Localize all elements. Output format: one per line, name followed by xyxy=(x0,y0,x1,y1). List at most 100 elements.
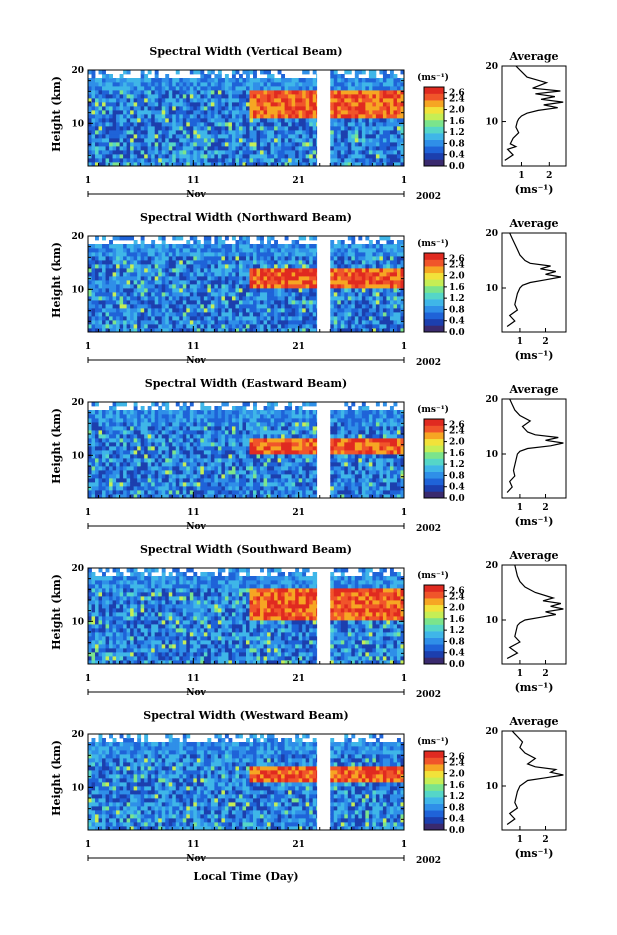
profile-frame xyxy=(502,399,566,498)
colorbar-tick-label: 2.0 xyxy=(449,438,465,448)
profile-y-tick-label: 20 xyxy=(485,395,498,405)
colorbar-swatch xyxy=(424,127,444,134)
heatmap-field xyxy=(88,402,404,498)
x-tick-label: 21 xyxy=(292,342,305,352)
colorbar-swatch xyxy=(424,485,444,492)
colorbar-swatch xyxy=(424,260,444,267)
colorbar-tick-label: 1.6 xyxy=(449,283,465,293)
profile-line xyxy=(505,66,563,160)
profile-x-tick-label: 1 xyxy=(517,835,523,845)
y-axis-label: Height (km) xyxy=(50,242,63,318)
data-gap xyxy=(317,734,330,830)
x-tick-label: 1 xyxy=(85,674,91,684)
profile-y-tick-label: 20 xyxy=(485,727,498,737)
colorbar-swatch xyxy=(424,279,444,286)
profile-y-tick-label: 20 xyxy=(485,561,498,571)
profile-x-label: (ms⁻¹) xyxy=(515,183,554,196)
panel-1: Spectral Width (Vertical Beam)Height (km… xyxy=(50,45,566,202)
colorbar-tick-label: 0.0 xyxy=(449,328,465,338)
profile-y-tick-label: 20 xyxy=(485,62,498,72)
x-tick-label: 21 xyxy=(292,508,305,518)
colorbar-swatch xyxy=(424,439,444,446)
colorbar-swatch xyxy=(424,491,444,498)
profile-x-label: (ms⁻¹) xyxy=(515,515,554,528)
profile-y-tick-label: 10 xyxy=(485,450,498,460)
colorbar-tick-label: 0.8 xyxy=(449,139,465,149)
colorbar-tick-label: 0.4 xyxy=(449,483,465,493)
colorbar-swatch xyxy=(424,472,444,479)
panel-2: Spectral Width (Northward Beam) Height (k… xyxy=(50,211,566,368)
colorbar-tick-label: 1.6 xyxy=(449,615,465,625)
colorbar-swatch xyxy=(424,159,444,166)
panel-title: Spectral Width (Eastward Beam) xyxy=(145,377,347,390)
colorbar-unit: (ms⁻¹) xyxy=(417,736,449,747)
colorbar-swatch xyxy=(424,266,444,273)
year-label: 2002 xyxy=(416,856,441,866)
colorbar-tick-label: 1.2 xyxy=(449,128,465,138)
colorbar-tick-label: 0.8 xyxy=(449,803,465,813)
colorbar-tick-label: 2.0 xyxy=(449,106,465,116)
colorbar-swatch xyxy=(424,87,444,94)
colorbar-tick-label: 0.4 xyxy=(449,151,465,161)
colorbar-swatch xyxy=(424,100,444,107)
x-tick-label: 21 xyxy=(292,176,305,186)
colorbar-tick-label: 0.4 xyxy=(449,317,465,327)
colorbar-swatch xyxy=(424,113,444,120)
colorbar-swatch xyxy=(424,312,444,319)
colorbar-tick-label: 2.4 xyxy=(449,758,465,768)
x-tick-label: 1 xyxy=(401,840,407,850)
colorbar-tick-label: 1.2 xyxy=(449,460,465,470)
profile-x-tick-label: 1 xyxy=(518,171,524,181)
colorbar-swatch xyxy=(424,823,444,830)
x-tick-label: 1 xyxy=(401,342,407,352)
colorbar-swatch xyxy=(424,253,444,260)
y-axis-label: Height (km) xyxy=(50,574,63,650)
colorbar-unit: (ms⁻¹) xyxy=(417,404,449,415)
colorbar-swatch xyxy=(424,452,444,459)
data-gap xyxy=(317,402,330,498)
x-tick-label: 1 xyxy=(85,508,91,518)
colorbar-swatch xyxy=(424,419,444,426)
y-tick-label: 20 xyxy=(71,564,84,574)
panel-title: Spectral Width (Westward Beam) xyxy=(143,709,348,722)
y-tick-label: 20 xyxy=(71,398,84,408)
colorbar xyxy=(424,585,444,664)
profile-frame xyxy=(502,66,566,166)
profile-y-tick-label: 20 xyxy=(485,229,498,239)
profile-line xyxy=(507,731,563,825)
profile-y-tick-label: 10 xyxy=(485,782,498,792)
year-label: 2002 xyxy=(416,358,441,368)
profile-y-tick-label: 10 xyxy=(485,118,498,128)
colorbar-swatch xyxy=(424,107,444,114)
colorbar xyxy=(424,87,444,166)
data-gap xyxy=(317,70,330,166)
colorbar-tick-label: 0.0 xyxy=(449,162,465,172)
month-label: Nov xyxy=(186,688,206,698)
x-tick-label: 21 xyxy=(292,674,305,684)
colorbar-swatch xyxy=(424,299,444,306)
colorbar-tick-label: 1.2 xyxy=(449,792,465,802)
profile-title: Average xyxy=(508,383,558,396)
colorbar-swatch xyxy=(424,771,444,778)
colorbar-swatch xyxy=(424,286,444,293)
colorbar-tick-label: 1.6 xyxy=(449,781,465,791)
colorbar-tick-label: 0.0 xyxy=(449,826,465,836)
panel-title: Spectral Width (Northward Beam) xyxy=(140,211,352,224)
x-tick-label: 1 xyxy=(85,176,91,186)
colorbar-swatch xyxy=(424,293,444,300)
colorbar-swatch xyxy=(424,804,444,811)
colorbar-tick-label: 2.4 xyxy=(449,260,465,270)
colorbar-tick-label: 1.6 xyxy=(449,449,465,459)
colorbar-tick-label: 2.0 xyxy=(449,604,465,614)
colorbar-swatch xyxy=(424,611,444,618)
colorbar-swatch xyxy=(424,644,444,651)
y-axis-label: Height (km) xyxy=(50,76,63,152)
colorbar-swatch xyxy=(424,618,444,625)
panel-5: Spectral Width (Westward Beam)Height (km… xyxy=(50,709,566,866)
colorbar-tick-label: 2.0 xyxy=(449,770,465,780)
colorbar-swatch xyxy=(424,140,444,147)
colorbar-swatch xyxy=(424,432,444,439)
y-tick-label: 20 xyxy=(71,232,84,242)
colorbar-swatch xyxy=(424,319,444,326)
colorbar-tick-label: 0.4 xyxy=(449,815,465,825)
